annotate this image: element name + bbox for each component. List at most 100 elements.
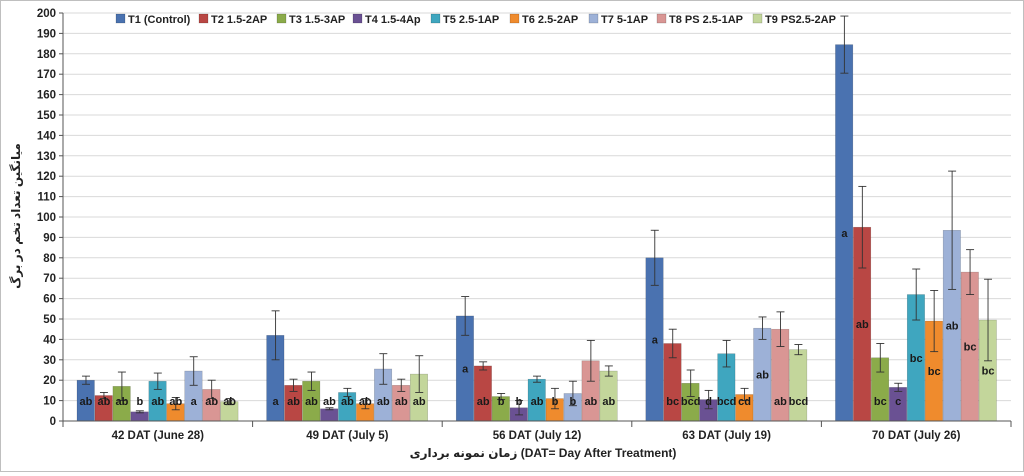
- legend-item: T5 2.5-1AP: [430, 13, 499, 26]
- y-axis-label: میانگین تعداد تخم در برگ: [8, 143, 23, 289]
- y-tick-label: 120: [37, 171, 56, 183]
- significance-letter: ab: [602, 396, 615, 408]
- bar: [473, 365, 492, 422]
- significance-letter: ab: [774, 396, 787, 408]
- legend-swatch: [656, 13, 667, 24]
- y-tick-label: 130: [37, 151, 56, 163]
- significance-letter: ab: [151, 396, 164, 408]
- significance-letter: bc: [666, 396, 679, 408]
- legend-label: T9 PS2.5-2AP: [765, 14, 836, 26]
- legend-item: T2 1.5-2AP: [198, 13, 267, 26]
- significance-letter: bc: [964, 342, 977, 354]
- y-tick-label: 90: [43, 232, 56, 244]
- y-tick-label: 170: [37, 69, 56, 81]
- significance-letter: ab: [531, 396, 544, 408]
- x-tick-label: 63 DAT (July 19): [682, 430, 771, 442]
- significance-letter: ab: [205, 396, 218, 408]
- significance-letter: ab: [413, 396, 426, 408]
- axes: 0 10 20 30 40 50 60 70 80 90 100 110 120 130 140 150 160…: [37, 8, 1012, 442]
- legend-swatch: [752, 13, 763, 24]
- legend-item: T3 1.5-3AP: [276, 13, 345, 26]
- significance-letter: b: [136, 396, 143, 408]
- y-tick-label: 150: [37, 110, 56, 122]
- significance-letter: ab: [341, 396, 354, 408]
- significance-letter: b: [570, 396, 577, 408]
- legend-swatch: [115, 13, 126, 24]
- significance-letter: bcd: [717, 396, 737, 408]
- legend-item: T8 PS 2.5-1AP: [656, 13, 743, 26]
- significance-letter: c: [895, 396, 901, 408]
- bar: [320, 408, 339, 422]
- y-tick-label: 60: [43, 294, 56, 306]
- y-tick-label: 140: [37, 130, 56, 142]
- y-tick-label: 80: [43, 253, 56, 265]
- significance-letter: ab: [323, 396, 336, 408]
- significance-letter: b: [552, 396, 559, 408]
- significance-letter: ab: [305, 396, 318, 408]
- y-tick-label: 40: [43, 334, 56, 346]
- significance-letter: ab: [756, 370, 769, 382]
- significance-letter: bcd: [789, 396, 809, 408]
- y-tick-label: 30: [43, 355, 56, 367]
- y-tick-label: 160: [37, 90, 56, 102]
- y-tick-label: 100: [37, 212, 56, 224]
- y-tick-label: 50: [43, 314, 56, 326]
- significance-letter: a: [652, 334, 659, 346]
- y-tick-label: 180: [37, 49, 56, 61]
- significance-letter: ab: [377, 396, 390, 408]
- significance-letter: a: [273, 396, 280, 408]
- legend-swatch: [588, 13, 599, 24]
- significance-letter: ab: [359, 396, 372, 408]
- significance-letter: b: [498, 396, 505, 408]
- legend: T1 (Control) T2 1.5-2AP T3 1.5-3AP T4 1.5-4…: [115, 13, 836, 26]
- legend-label: T3 1.5-3AP: [289, 14, 345, 26]
- significance-letter: a: [462, 363, 469, 375]
- legend-swatch: [276, 13, 287, 24]
- x-tick-label: 56 DAT (July 12): [493, 430, 582, 442]
- significance-letter: bc: [928, 366, 941, 378]
- legend-item: T1 (Control): [115, 13, 191, 26]
- x-tick-label: 70 DAT (July 26): [872, 430, 961, 442]
- legend-item: T7 5-1AP: [588, 13, 648, 26]
- legend-label: T5 2.5-1AP: [443, 14, 499, 26]
- legend-swatch: [430, 13, 441, 24]
- significance-letter: ab: [584, 396, 597, 408]
- significance-letter: bc: [910, 353, 923, 365]
- bar: [789, 349, 808, 422]
- significance-letter: ab: [946, 321, 959, 333]
- significance-letter: ab: [395, 396, 408, 408]
- significance-letter: b: [516, 396, 523, 408]
- x-tick-label: 49 DAT (July 5): [306, 430, 388, 442]
- significance-letter: a: [191, 396, 198, 408]
- y-tick-label: 200: [37, 8, 56, 20]
- legend-swatch: [509, 13, 520, 24]
- legend-label: T1 (Control): [128, 14, 191, 26]
- significance-letter: ab: [223, 396, 236, 408]
- legend-item: T6 2.5-2AP: [509, 13, 578, 26]
- legend-swatch: [198, 13, 209, 24]
- significance-letter: d: [705, 396, 712, 408]
- legend-item: T4 1.5-4Ap: [352, 13, 421, 26]
- significance-letter: ab: [477, 396, 490, 408]
- significance-letter: bc: [982, 366, 995, 378]
- legend-swatch: [352, 13, 363, 24]
- significance-letter: cd: [738, 396, 751, 408]
- significance-letter: ab: [856, 319, 869, 331]
- legend-label: T8 PS 2.5-1AP: [669, 14, 743, 26]
- legend-item: T9 PS2.5-2AP: [752, 13, 836, 26]
- legend-label: T6 2.5-2AP: [522, 14, 578, 26]
- significance-letter: ab: [115, 396, 128, 408]
- y-tick-label: 110: [37, 192, 56, 204]
- x-tick-label: 42 DAT (June 28): [112, 430, 205, 442]
- legend-label: T7 5-1AP: [601, 14, 648, 26]
- significance-letter: bcd: [681, 396, 701, 408]
- y-tick-label: 70: [43, 273, 56, 285]
- significance-letter: ab: [287, 396, 300, 408]
- y-tick-label: 0: [50, 416, 56, 428]
- x-axis-label: زمان نمونه برداری (DAT= Day After Treatm…: [410, 446, 677, 461]
- legend-label: T4 1.5-4Ap: [365, 14, 421, 26]
- significance-letter: ab: [80, 396, 93, 408]
